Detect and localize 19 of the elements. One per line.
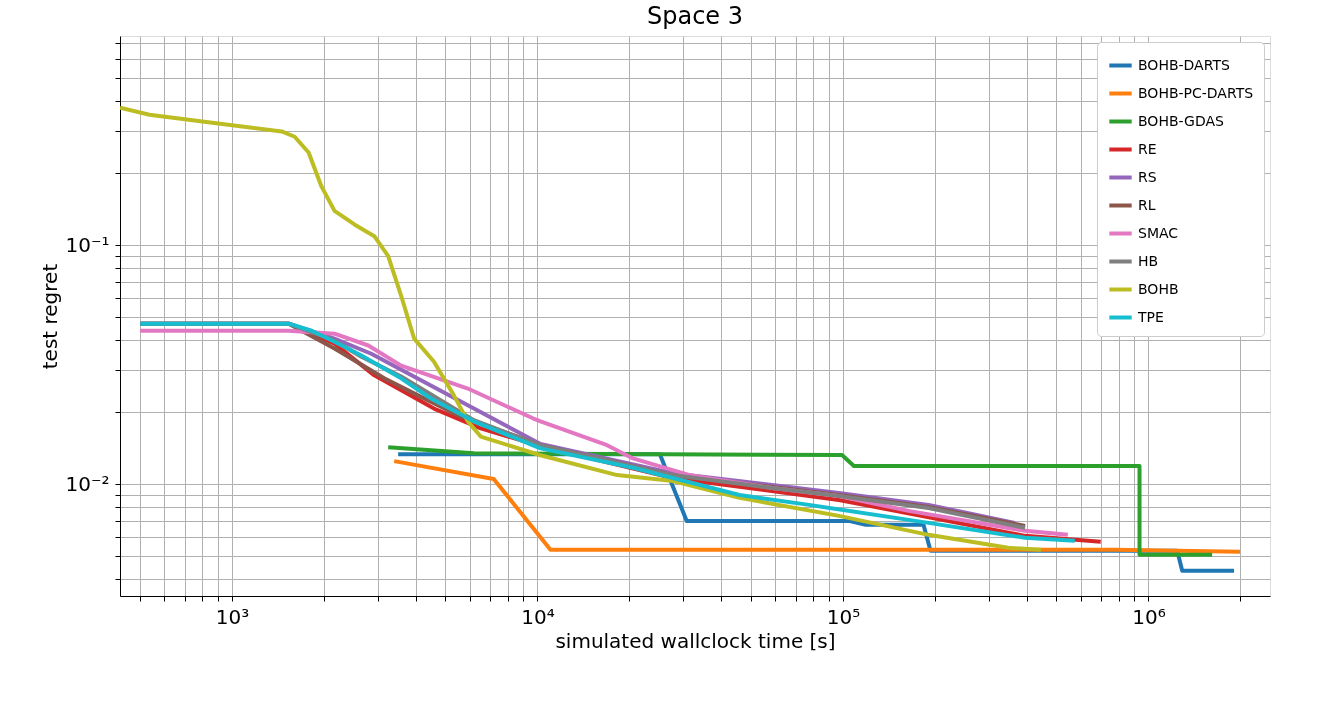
x-tick-label: 10⁶ [1132, 604, 1166, 629]
x-tick-label: 10⁵ [826, 604, 861, 629]
y-tick-label: 10⁻² [65, 471, 110, 496]
legend-label: RE [1138, 140, 1157, 157]
legend-label: TPE [1137, 308, 1164, 325]
legend-label: BOHB-DARTS [1138, 56, 1230, 73]
legend-label: BOHB-GDAS [1138, 112, 1225, 129]
y-axis-title: test regret [38, 263, 63, 370]
legend-label: BOHB [1138, 280, 1179, 297]
legend-label: SMAC [1138, 224, 1179, 241]
x-tick-label: 10⁴ [521, 604, 555, 629]
legend-label: RS [1138, 168, 1157, 185]
legend-label: BOHB-PC-DARTS [1138, 84, 1254, 101]
chart-title: Space 3 [646, 2, 744, 31]
legend-label: RL [1138, 196, 1156, 213]
legend-label: HB [1138, 252, 1159, 269]
x-tick-label: 10³ [215, 604, 250, 629]
y-tick-label: 10⁻¹ [65, 232, 110, 257]
x-axis-title: simulated wallclock time [s] [555, 628, 836, 653]
